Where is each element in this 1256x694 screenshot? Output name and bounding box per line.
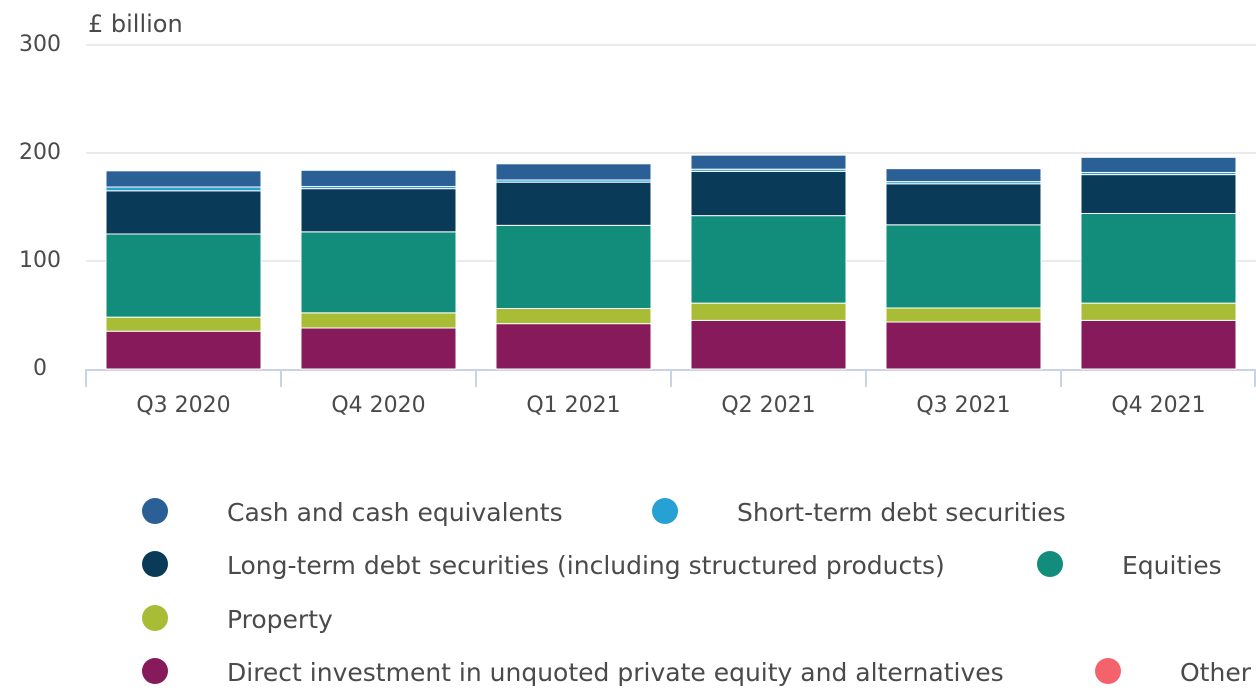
legend-swatch xyxy=(652,498,678,524)
bar-segment xyxy=(690,302,847,321)
bar-segment xyxy=(105,233,262,318)
bar-segment xyxy=(300,169,457,187)
y-tick-label: 300 xyxy=(19,32,61,57)
bar-segment xyxy=(300,312,457,329)
bar-segment xyxy=(105,330,262,370)
bar-segment xyxy=(105,186,262,192)
bar-segment xyxy=(495,224,652,310)
bar-segment xyxy=(885,183,1042,226)
legend-label: Short-term debt securities xyxy=(737,498,1066,527)
legend-label: Property xyxy=(227,605,333,634)
bar-segment xyxy=(690,154,847,170)
bar-segment xyxy=(300,188,457,233)
bar-segment xyxy=(1080,212,1237,304)
bar-segment xyxy=(885,224,1042,309)
bar-segment xyxy=(495,181,652,226)
bar-segment xyxy=(105,316,262,332)
legend-swatch xyxy=(142,605,168,631)
legend-label: Other xyxy=(1180,658,1252,687)
legend-label: Equities xyxy=(1122,551,1222,580)
bar-segment xyxy=(885,307,1042,323)
x-tick-label: Q2 2021 xyxy=(721,393,815,418)
x-tick-label: Q4 2020 xyxy=(331,393,425,418)
bar-segment xyxy=(1080,319,1237,370)
x-tick-label: Q3 2020 xyxy=(136,393,230,418)
bar-segment xyxy=(105,170,262,188)
legend-label: Long-term debt securities (including str… xyxy=(227,551,945,580)
bar-segment xyxy=(690,170,847,217)
x-tick-label: Q1 2021 xyxy=(526,393,620,418)
axis-unit-title: £ billion xyxy=(88,10,183,38)
bar-segment xyxy=(690,215,847,304)
bar-segment xyxy=(300,231,457,314)
x-tick-label: Q3 2021 xyxy=(916,393,1010,418)
bar-segment xyxy=(495,308,652,325)
legend-swatch xyxy=(1037,551,1063,577)
bar-segment xyxy=(690,319,847,370)
legend-label: Direct investment in unquoted private eq… xyxy=(227,658,1004,687)
legend-swatch xyxy=(142,658,168,684)
bar-segment xyxy=(495,323,652,370)
bar-segment xyxy=(1080,174,1237,214)
bar-segment xyxy=(105,190,262,235)
bar-segment xyxy=(1080,302,1237,321)
y-tick-label: 0 xyxy=(33,356,47,381)
legend-swatch xyxy=(142,551,168,577)
legend-label: Cash and cash equivalents xyxy=(227,498,563,527)
bar-segment xyxy=(495,163,652,181)
bar-segment xyxy=(885,321,1042,370)
x-tick-label: Q4 2021 xyxy=(1111,393,1205,418)
legend-swatch xyxy=(1095,658,1121,684)
y-tick-label: 100 xyxy=(19,248,61,273)
bar-segment xyxy=(885,168,1042,183)
y-tick-label: 200 xyxy=(19,140,61,165)
bar-segment xyxy=(1080,156,1237,173)
legend-swatch xyxy=(142,498,168,524)
bar-segment xyxy=(300,327,457,370)
